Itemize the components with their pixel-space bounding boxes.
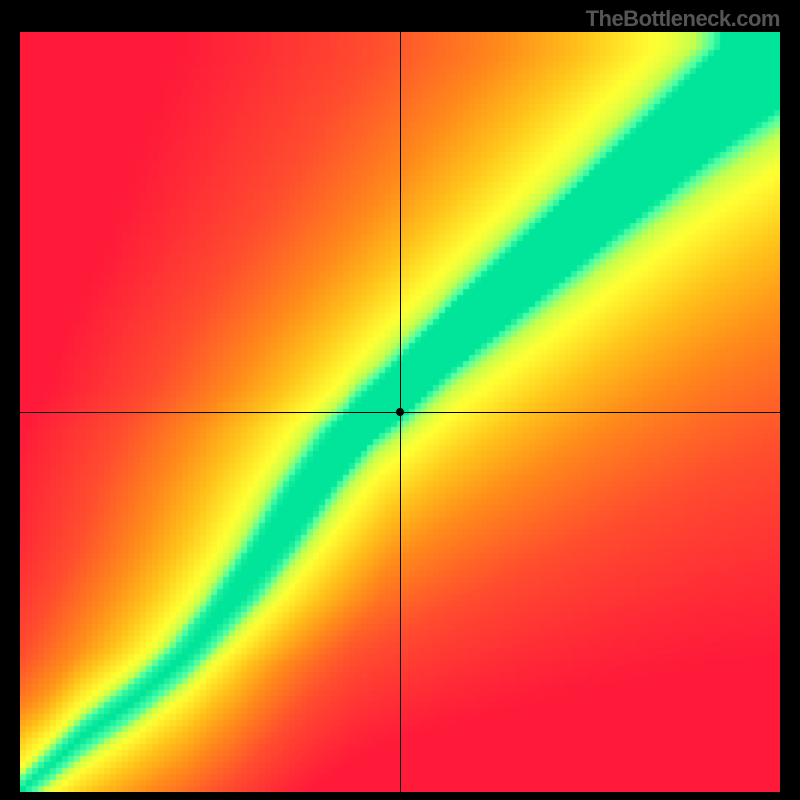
- chart-container: { "watermark": "TheBottleneck.com", "plo…: [0, 0, 800, 800]
- crosshair-center-dot: [396, 408, 404, 416]
- watermark: TheBottleneck.com: [586, 6, 780, 32]
